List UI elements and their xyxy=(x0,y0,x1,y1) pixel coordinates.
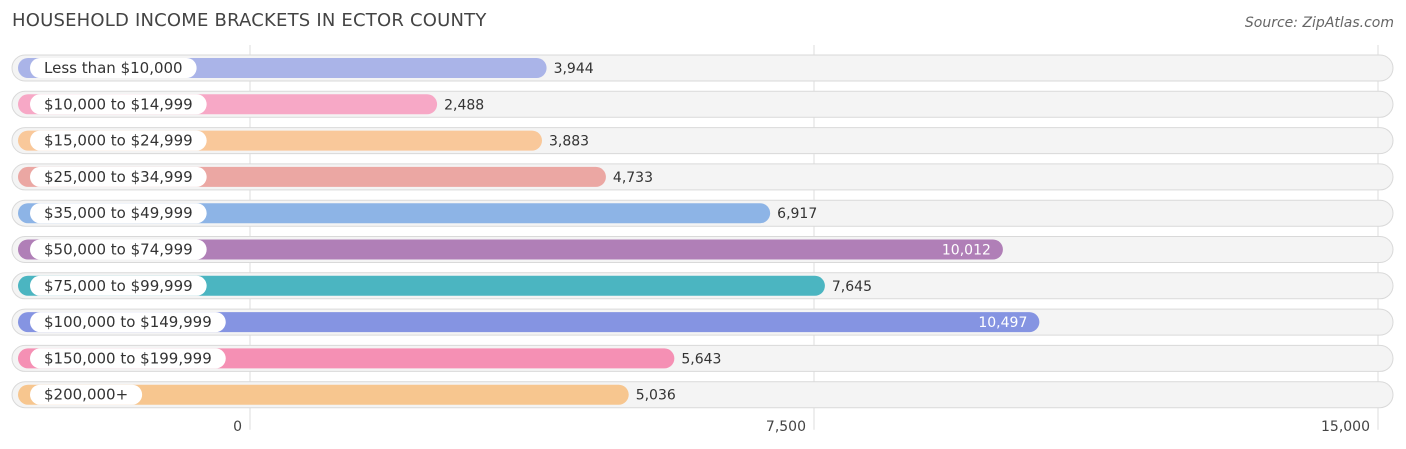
value-label: 10,497 xyxy=(978,315,1027,331)
category-label: $75,000 to $99,999 xyxy=(44,277,193,295)
category-label: $50,000 to $74,999 xyxy=(44,241,193,259)
category-label: $35,000 to $49,999 xyxy=(44,204,193,222)
chart-source: Source: ZipAtlas.com xyxy=(1244,15,1394,31)
value-label: 6,917 xyxy=(777,206,817,222)
category-pill xyxy=(30,166,207,187)
category-pill xyxy=(30,348,226,369)
bar-row: $150,000 to $199,999 5,643 xyxy=(11,344,1394,372)
category-label: $25,000 to $34,999 xyxy=(44,168,193,186)
category-label: $10,000 to $14,999 xyxy=(44,95,193,113)
category-pill xyxy=(30,275,207,296)
category-pill xyxy=(30,312,226,333)
bar-row: Less than $10,000 3,944 xyxy=(11,54,1394,82)
value-label: 10,012 xyxy=(942,243,991,259)
tick-label: 15,000 xyxy=(1321,419,1370,435)
category-pill xyxy=(30,94,207,115)
bar-row: $15,000 to $24,999 3,883 xyxy=(11,127,1394,155)
category-label: $15,000 to $24,999 xyxy=(44,132,193,150)
category-pill xyxy=(30,384,143,405)
category-pill xyxy=(30,58,197,78)
value-label: 5,643 xyxy=(681,351,721,367)
tick-label: 0 xyxy=(233,419,242,435)
bar xyxy=(18,312,1040,333)
category-label: $200,000+ xyxy=(44,386,128,404)
category-label: Less than $10,000 xyxy=(44,59,183,77)
tick-label: 7,500 xyxy=(766,419,806,435)
value-label: 3,883 xyxy=(549,134,589,150)
category-pill xyxy=(30,239,207,260)
value-label: 3,944 xyxy=(554,61,594,77)
bar xyxy=(18,203,771,224)
chart-title: HOUSEHOLD INCOME BRACKETS IN ECTOR COUNT… xyxy=(12,10,487,31)
bar-row: $200,000+ 5,036 xyxy=(11,381,1394,409)
bar-row: $75,000 to $99,999 7,645 xyxy=(11,272,1394,300)
bar-row: $35,000 to $49,999 6,917 xyxy=(11,199,1394,227)
bar xyxy=(18,384,629,405)
value-label: 2,488 xyxy=(444,97,484,113)
axis-ticks: 0 7,500 15,000 xyxy=(233,419,1370,435)
bar-row: $50,000 to $74,999 10,012 xyxy=(11,236,1394,263)
rows-layer: Less than $10,000 3,944 $10,000 to $14,999… xyxy=(11,54,1394,409)
value-label: 5,036 xyxy=(636,388,676,404)
category-label: $150,000 to $199,999 xyxy=(44,349,212,367)
bar-row: $25,000 to $34,999 4,733 xyxy=(11,163,1394,191)
value-label: 4,733 xyxy=(613,170,653,186)
bar-row: $100,000 to $149,999 10,497 xyxy=(11,308,1394,336)
bar xyxy=(18,239,1003,260)
value-label: 7,645 xyxy=(832,279,872,295)
bar-row: $10,000 to $14,999 2,488 xyxy=(11,90,1394,118)
category-label: $100,000 to $149,999 xyxy=(44,313,212,331)
category-pill xyxy=(30,130,207,151)
category-pill xyxy=(30,203,207,224)
bar xyxy=(18,275,825,296)
